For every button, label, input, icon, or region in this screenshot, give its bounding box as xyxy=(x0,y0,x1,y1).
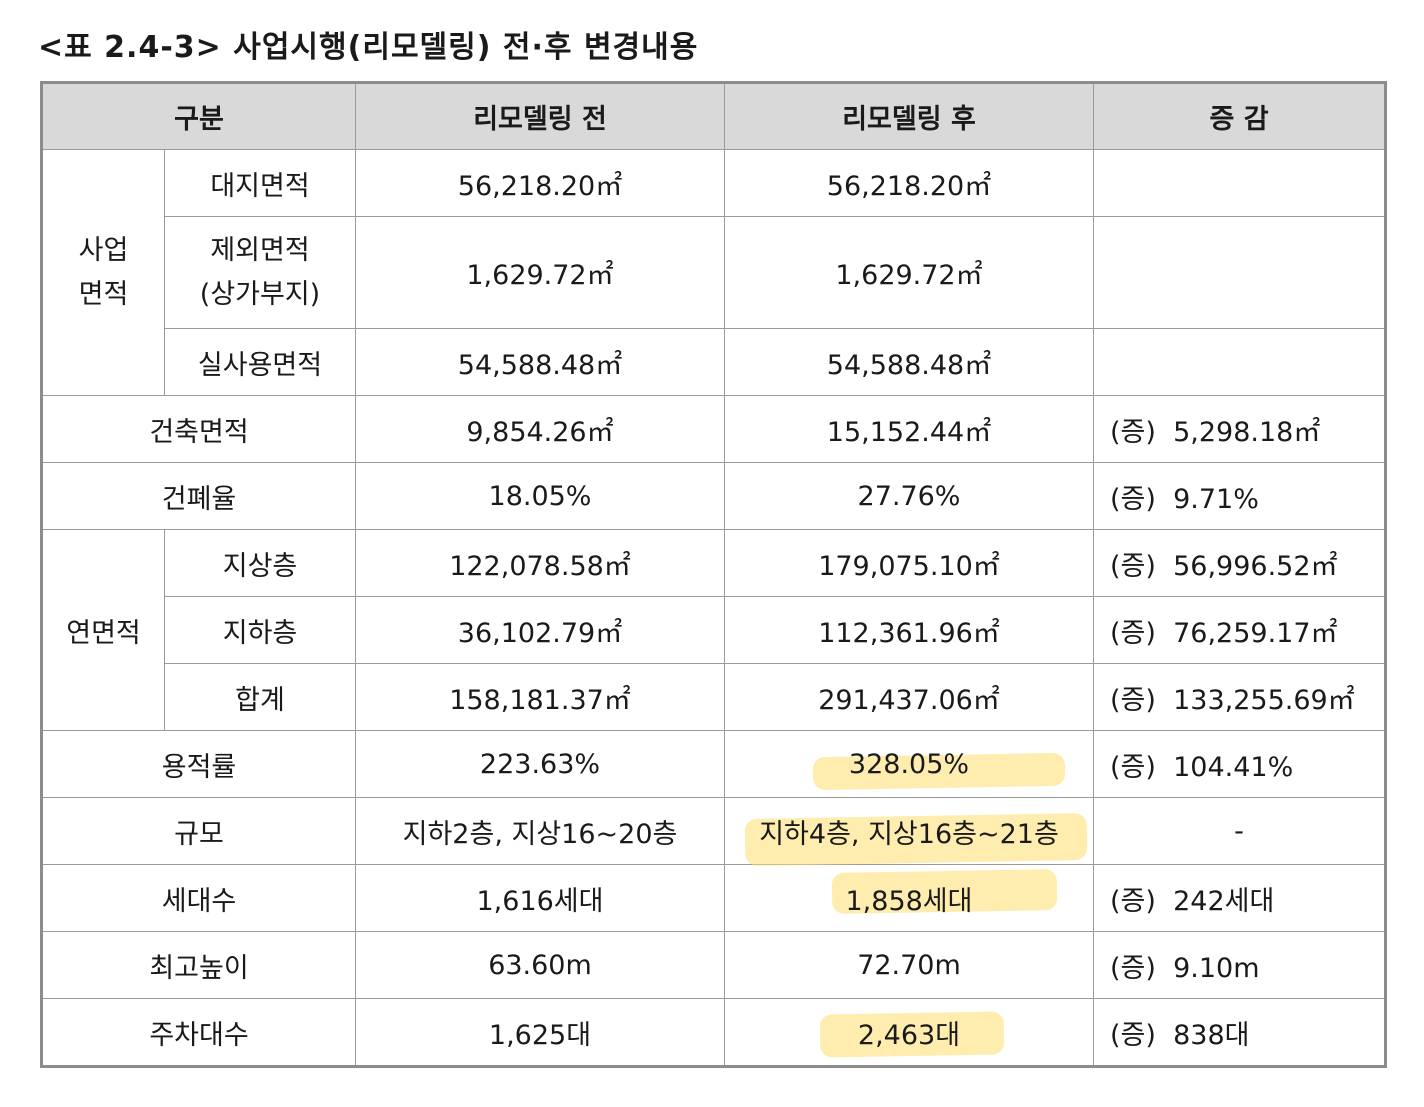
cell-before: 122,078.58㎡ xyxy=(355,529,725,597)
cell-before: 1,616세대 xyxy=(355,864,725,932)
cell-after: 328.05% xyxy=(724,730,1094,798)
cell-before: 지하2층, 지상16~20층 xyxy=(355,797,725,865)
cell-change: (증) 133,255.69㎡ xyxy=(1093,663,1386,731)
highlighted-value: 2,463대 xyxy=(858,1013,960,1052)
increase-marker: (증) xyxy=(1110,885,1156,917)
row-label: 대지면적 xyxy=(164,149,356,217)
cell-change: (증) 838대 xyxy=(1093,998,1386,1067)
cell-change xyxy=(1093,328,1386,396)
cell-after: 1,629.72㎡ xyxy=(724,216,1094,329)
cell-after: 1,858세대 xyxy=(724,864,1094,932)
table-row: 사업 면적 대지면적 56,218.20㎡ 56,218.20㎡ xyxy=(41,149,1386,396)
table-row: 규모 지하2층, 지상16~20층 지하4층, 지상16층~21층 - xyxy=(41,797,1386,865)
row-label: 주차대수 xyxy=(41,998,356,1067)
cell-before: 223.63% xyxy=(355,730,725,798)
cell-before: 1,629.72㎡ xyxy=(355,216,725,329)
remodeling-comparison-table: 구분 리모델링 전 리모델링 후 증 감 사업 면적 대지면적 56,218.2… xyxy=(40,81,1387,1068)
cell-before: 54,588.48㎡ xyxy=(355,328,725,396)
cell-after: 지하4층, 지상16층~21층 xyxy=(724,797,1094,865)
change-value: 104.41% xyxy=(1173,751,1294,783)
header-category: 구분 xyxy=(41,82,356,150)
cell-before: 36,102.79㎡ xyxy=(355,596,725,664)
increase-marker: (증) xyxy=(1110,952,1156,984)
change-value: 838대 xyxy=(1173,1019,1250,1051)
table-row: 용적률 223.63% 328.05% (증) 104.41% xyxy=(41,730,1386,798)
row-label: 최고높이 xyxy=(41,931,356,999)
cell-after: 54,588.48㎡ xyxy=(724,328,1094,396)
cell-after: 15,152.44㎡ xyxy=(724,395,1094,463)
table-row: 연면적 지상층 122,078.58㎡ 179,075.10㎡ (증) 56,9… xyxy=(41,529,1386,731)
increase-marker: (증) xyxy=(1110,751,1156,783)
change-value: 76,259.17㎡ xyxy=(1173,617,1338,649)
change-value: 5,298.18㎡ xyxy=(1173,416,1321,448)
header-before: 리모델링 전 xyxy=(355,82,725,150)
table-row: 건폐율 18.05% 27.76% (증) 9.71% xyxy=(41,462,1386,530)
cell-change: (증) 9.71% xyxy=(1093,462,1386,530)
header-row: 구분 리모델링 전 리모델링 후 증 감 xyxy=(41,82,1386,150)
cell-change: (증) 242세대 xyxy=(1093,864,1386,932)
cell-before: 158,181.37㎡ xyxy=(355,663,725,731)
cell-after: 56,218.20㎡ xyxy=(724,149,1094,217)
header-change: 증 감 xyxy=(1093,82,1386,150)
cell-change: (증) 9.10m xyxy=(1093,931,1386,999)
row-label: 제외면적 (상가부지) xyxy=(164,216,356,329)
highlighted-value: 지하4층, 지상16층~21층 xyxy=(759,812,1059,851)
increase-marker: (증) xyxy=(1110,483,1156,515)
increase-marker: (증) xyxy=(1110,416,1156,448)
increase-marker: (증) xyxy=(1110,684,1156,716)
change-value: 9.10m xyxy=(1173,952,1260,984)
cell-before: 18.05% xyxy=(355,462,725,530)
increase-marker: (증) xyxy=(1110,617,1156,649)
group-site-area: 사업 면적 xyxy=(41,149,165,396)
increase-marker: (증) xyxy=(1110,1019,1156,1051)
change-value: 9.71% xyxy=(1173,483,1259,515)
change-value: 242세대 xyxy=(1173,885,1275,917)
row-label: 규모 xyxy=(41,797,356,865)
cell-change: (증) 104.41% xyxy=(1093,730,1386,798)
table-row: 합계 158,181.37㎡ 291,437.06㎡ (증) 133,255.6… xyxy=(42,663,1386,731)
highlighted-value: 328.05% xyxy=(848,748,970,780)
table-row: 주차대수 1,625대 2,463대 (증) 838대 xyxy=(41,998,1386,1067)
cell-change: (증) 76,259.17㎡ xyxy=(1093,596,1386,664)
cell-change: (증) 56,996.52㎡ xyxy=(1093,529,1386,597)
cell-before: 9,854.26㎡ xyxy=(355,395,725,463)
cell-after: 27.76% xyxy=(724,462,1094,530)
row-label: 세대수 xyxy=(41,864,356,932)
cell-before: 63.60m xyxy=(355,931,725,999)
table-row: 건축면적 9,854.26㎡ 15,152.44㎡ (증) 5,298.18㎡ xyxy=(41,395,1386,463)
table-row: 최고높이 63.60m 72.70m (증) 9.10m xyxy=(41,931,1386,999)
table-row: 세대수 1,616세대 1,858세대 (증) 242세대 xyxy=(41,864,1386,932)
table-row: 제외면적 (상가부지) 1,629.72㎡ 1,629.72㎡ xyxy=(42,216,1386,329)
cell-change xyxy=(1093,216,1386,329)
row-label: 지상층 xyxy=(164,529,356,597)
cell-after: 179,075.10㎡ xyxy=(724,529,1094,597)
change-value: 133,255.69㎡ xyxy=(1173,684,1355,716)
cell-after: 291,437.06㎡ xyxy=(724,663,1094,731)
cell-after: 2,463대 xyxy=(724,998,1094,1067)
table-caption: <표 2.4-3> 사업시행(리모델링) 전·후 변경내용 xyxy=(38,30,699,65)
increase-marker: (증) xyxy=(1110,550,1156,582)
row-label: 지하층 xyxy=(164,596,356,664)
header-after: 리모델링 후 xyxy=(724,82,1094,150)
cell-after: 112,361.96㎡ xyxy=(724,596,1094,664)
row-label: 실사용면적 xyxy=(164,328,356,396)
change-value: 56,996.52㎡ xyxy=(1173,550,1338,582)
table-row: 실사용면적 54,588.48㎡ 54,588.48㎡ xyxy=(42,328,1386,396)
cell-after: 72.70m xyxy=(724,931,1094,999)
cell-before: 56,218.20㎡ xyxy=(355,149,725,217)
cell-change: (증) 5,298.18㎡ xyxy=(1093,395,1386,463)
highlighted-value: 1,858세대 xyxy=(846,879,973,918)
table-row: 지하층 36,102.79㎡ 112,361.96㎡ (증) 76,259.17… xyxy=(42,596,1386,664)
cell-change: - xyxy=(1093,797,1386,865)
row-label: 용적률 xyxy=(41,730,356,798)
cell-change xyxy=(1093,149,1386,217)
row-label: 합계 xyxy=(164,663,356,731)
row-label: 건폐율 xyxy=(41,462,356,530)
row-label: 건축면적 xyxy=(41,395,356,463)
group-floor-area: 연면적 xyxy=(41,529,165,731)
cell-before: 1,625대 xyxy=(355,998,725,1067)
